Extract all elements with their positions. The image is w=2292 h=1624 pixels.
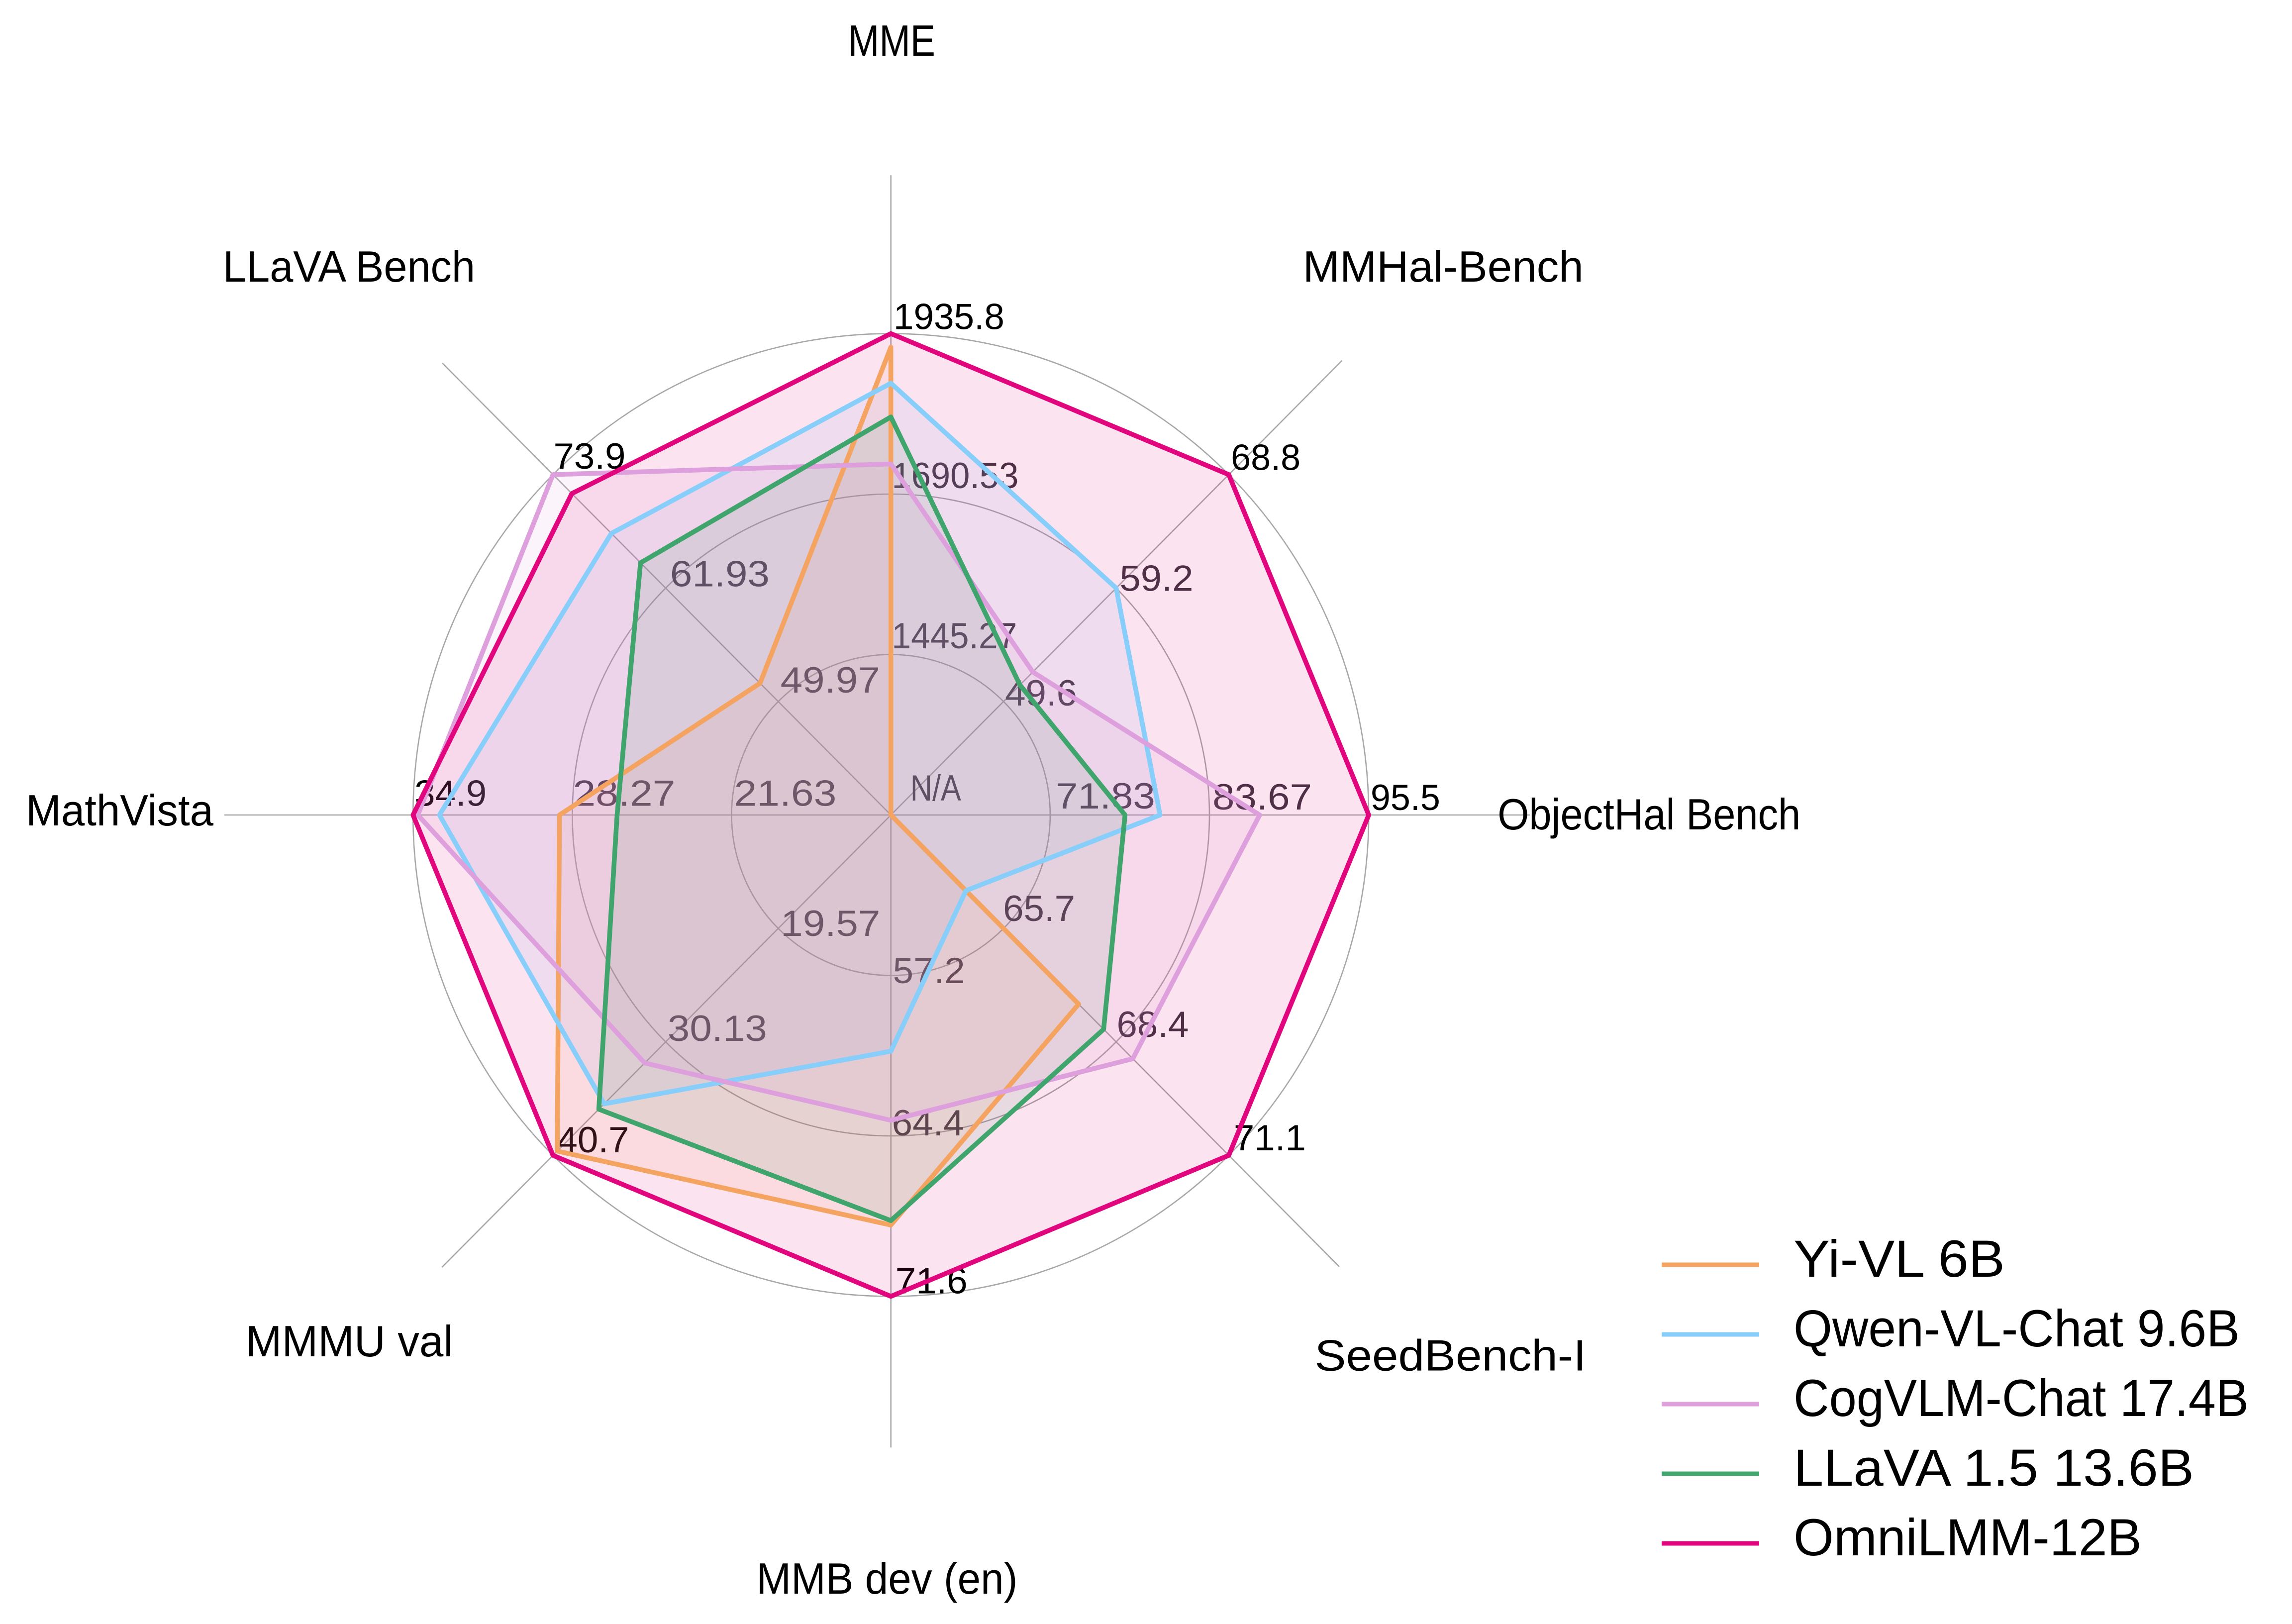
svg-text:LLaVA Bench: LLaVA Bench: [223, 242, 475, 291]
svg-text:MMB dev (en): MMB dev (en): [757, 1554, 1018, 1603]
svg-text:21.63: 21.63: [734, 773, 836, 813]
svg-text:95.5: 95.5: [1371, 778, 1440, 818]
svg-text:1935.8: 1935.8: [894, 297, 1004, 337]
svg-text:61.93: 61.93: [670, 554, 770, 595]
svg-text:N/A: N/A: [910, 768, 961, 809]
svg-text:71.1: 71.1: [1234, 1118, 1306, 1158]
svg-text:49.97: 49.97: [781, 660, 880, 701]
svg-text:MME: MME: [848, 16, 935, 65]
svg-text:30.13: 30.13: [668, 1009, 767, 1049]
svg-text:65.7: 65.7: [1003, 889, 1075, 929]
svg-text:19.57: 19.57: [781, 904, 880, 944]
svg-text:SeedBench-I: SeedBench-I: [1315, 1331, 1587, 1380]
svg-text:OmniLMM-12B: OmniLMM-12B: [1794, 1509, 2142, 1567]
svg-text:MMHal-Bench: MMHal-Bench: [1303, 242, 1584, 291]
svg-text:CogVLM-Chat 17.4B: CogVLM-Chat 17.4B: [1794, 1369, 2249, 1427]
svg-text:ObjectHal Bench: ObjectHal Bench: [1497, 790, 1800, 839]
svg-text:LLaVA 1.5 13.6B: LLaVA 1.5 13.6B: [1794, 1439, 2194, 1497]
svg-text:MMMU val: MMMU val: [246, 1317, 453, 1366]
svg-text:Yi-VL 6B: Yi-VL 6B: [1794, 1230, 2005, 1288]
svg-text:59.2: 59.2: [1120, 559, 1194, 599]
svg-text:Qwen-VL-Chat 9.6B: Qwen-VL-Chat 9.6B: [1794, 1300, 2240, 1358]
svg-text:MathVista: MathVista: [26, 786, 213, 835]
svg-text:68.8: 68.8: [1231, 437, 1300, 478]
svg-text:71.83: 71.83: [1056, 776, 1155, 816]
